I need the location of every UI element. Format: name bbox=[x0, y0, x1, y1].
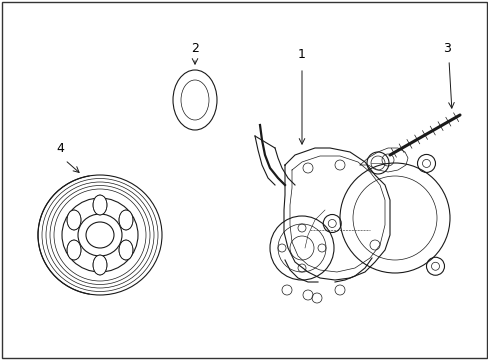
Text: 4: 4 bbox=[56, 141, 64, 154]
Text: 3: 3 bbox=[442, 41, 450, 54]
Ellipse shape bbox=[119, 210, 133, 230]
Text: 2: 2 bbox=[191, 41, 199, 54]
Text: 1: 1 bbox=[298, 49, 305, 62]
Ellipse shape bbox=[67, 210, 81, 230]
Ellipse shape bbox=[67, 240, 81, 260]
Ellipse shape bbox=[93, 195, 107, 215]
Ellipse shape bbox=[119, 240, 133, 260]
Ellipse shape bbox=[93, 255, 107, 275]
